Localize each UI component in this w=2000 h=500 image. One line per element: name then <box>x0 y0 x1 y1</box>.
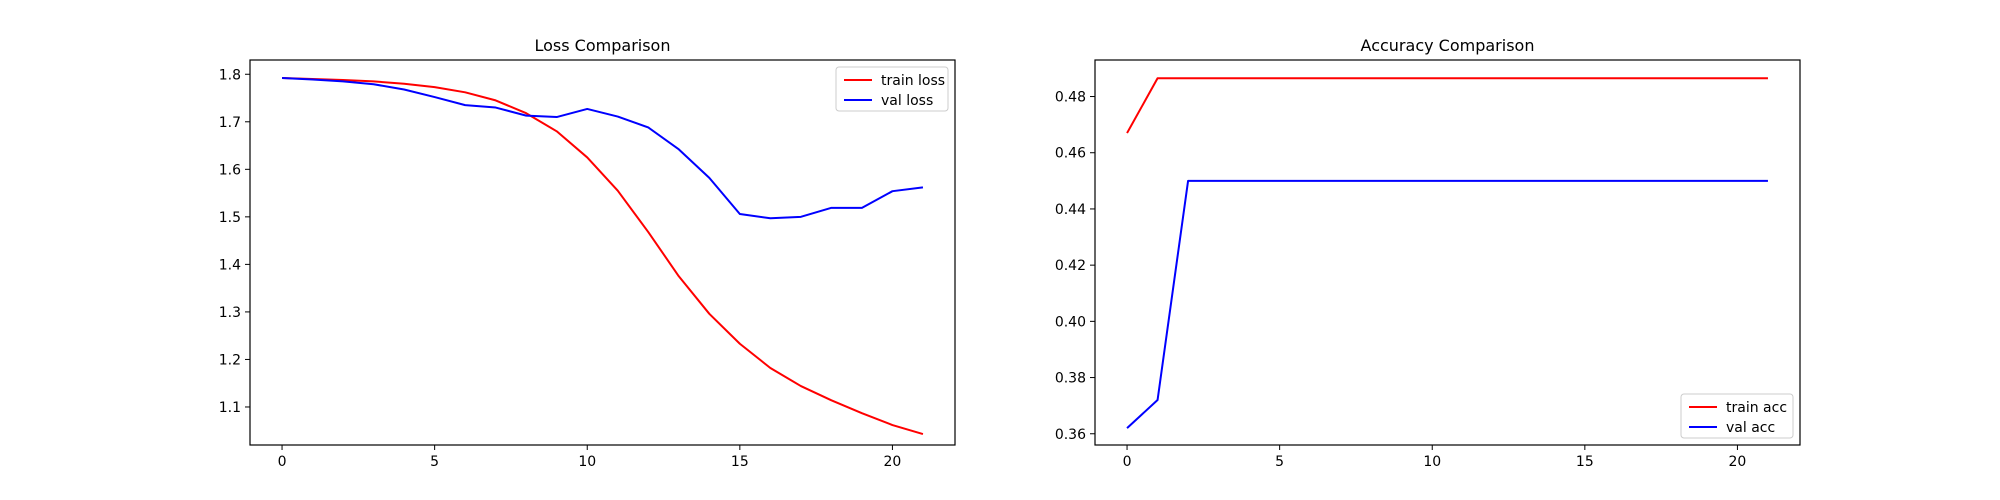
x-tick-label: 0 <box>1123 454 1132 470</box>
y-tick-label: 1.3 <box>219 305 241 321</box>
x-tick-label: 5 <box>1275 454 1284 470</box>
x-tick-label: 15 <box>731 454 749 470</box>
y-tick-label: 0.36 <box>1055 427 1086 443</box>
y-tick-label: 1.2 <box>219 352 241 368</box>
axes-frame <box>249 59 956 446</box>
legend: train acc val acc <box>1680 393 1794 439</box>
y-tick-label: 0.40 <box>1055 314 1086 330</box>
y-tick-label: 1.5 <box>219 210 241 226</box>
y-tick-label: 0.44 <box>1055 202 1086 218</box>
series-line-val-acc <box>1126 179 1768 429</box>
y-tick-label: 1.1 <box>219 400 241 416</box>
series-line-train-acc <box>1126 77 1768 134</box>
accuracy-chart: Accuracy Comparison 0 5 10 15 20 0.36 0.38 0.40 0… <box>1055 36 1801 470</box>
loss-chart: Loss Comparison 0 5 10 15 20 1.1 1.2 1.3 1.4 1.5 1.… <box>219 36 956 470</box>
y-tick-label: 1.8 <box>219 67 241 83</box>
y-tick-label: 0.42 <box>1055 258 1086 274</box>
legend-label: val acc <box>1726 420 1775 436</box>
x-tick-label: 0 <box>278 454 287 470</box>
y-tick-label: 1.6 <box>219 162 241 178</box>
y-tick-label: 0.46 <box>1055 146 1086 162</box>
axes-frame <box>1094 59 1801 446</box>
series-line-val-loss <box>282 77 924 220</box>
x-tick-label: 10 <box>1423 454 1441 470</box>
legend-label: val loss <box>881 93 933 109</box>
x-tick-label: 15 <box>1576 454 1594 470</box>
y-tick-label: 0.48 <box>1055 90 1086 106</box>
legend: train loss val loss <box>835 66 949 112</box>
series-line-train-loss <box>282 77 924 436</box>
chart-title: Accuracy Comparison <box>1361 36 1535 55</box>
y-tick-label: 0.38 <box>1055 371 1086 387</box>
legend-label: train acc <box>1726 400 1787 416</box>
x-tick-label: 10 <box>578 454 596 470</box>
x-tick-label: 5 <box>430 454 439 470</box>
chart-title: Loss Comparison <box>535 36 671 55</box>
y-tick-label: 1.7 <box>219 115 241 131</box>
legend-label: train loss <box>881 73 945 89</box>
x-tick-label: 20 <box>884 454 902 470</box>
x-tick-label: 20 <box>1729 454 1747 470</box>
y-tick-label: 1.4 <box>219 257 241 273</box>
